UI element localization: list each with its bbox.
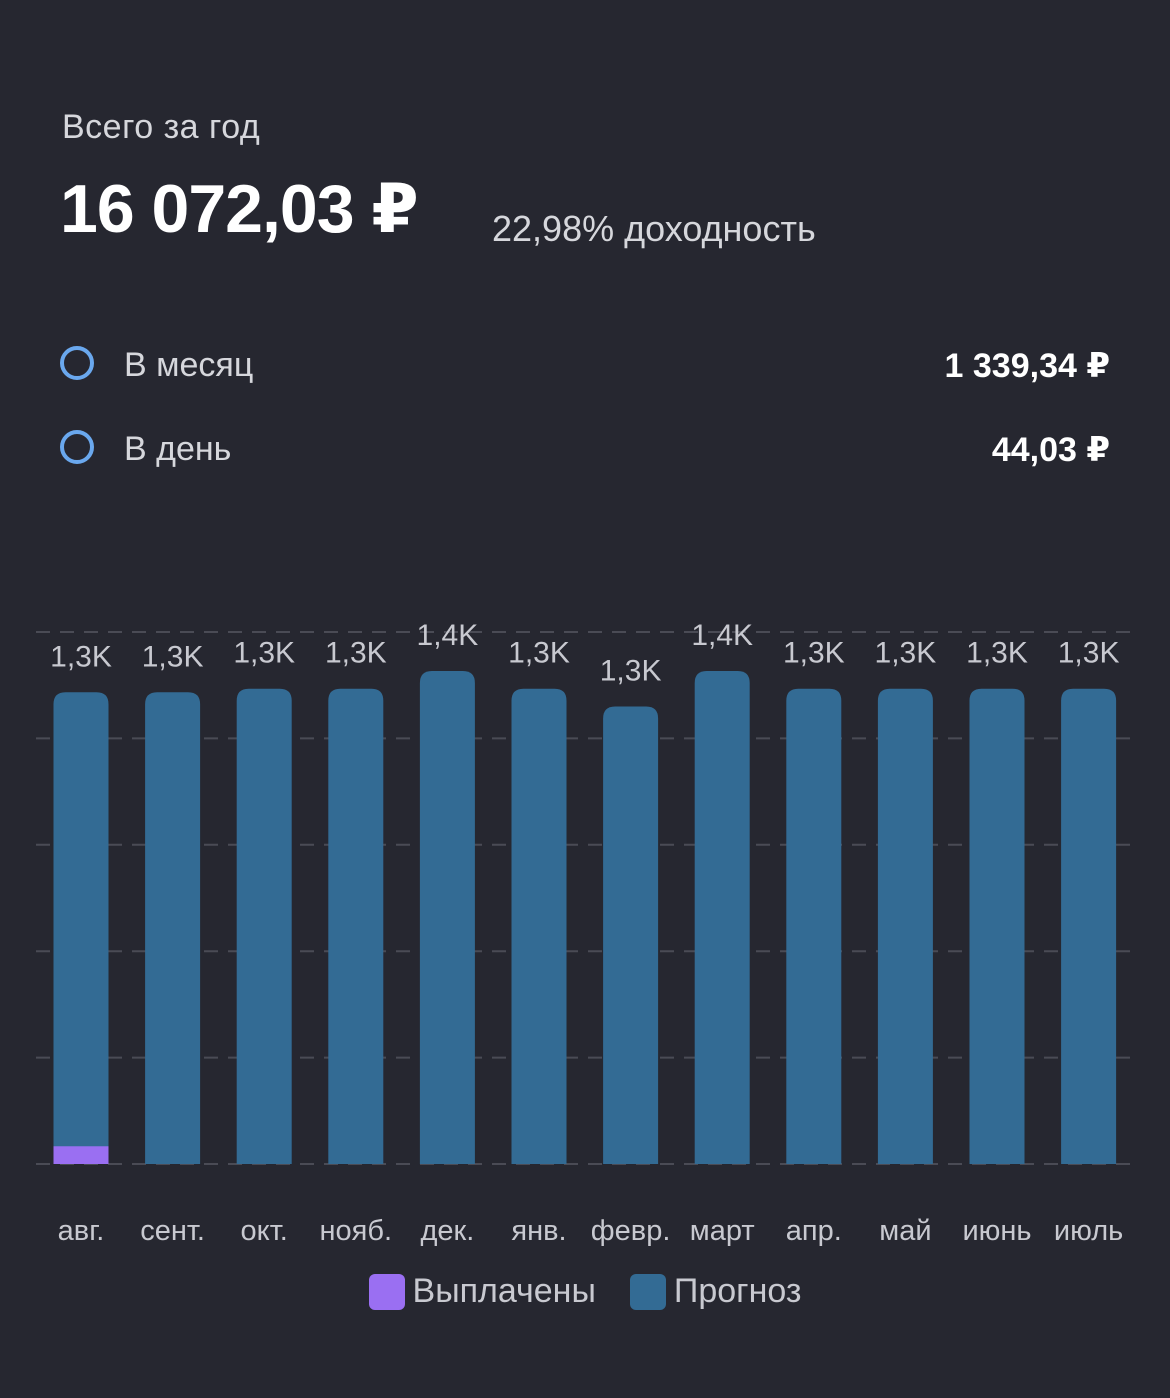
legend-label-forecast: Прогноз	[673, 1272, 802, 1310]
bar-forecast-0[interactable]	[53, 692, 109, 1164]
stat-label-month: В месяц	[124, 346, 254, 384]
bar-forecast-6[interactable]	[603, 706, 659, 1164]
period-label: Всего за год	[62, 108, 261, 146]
x-tick-label: июль	[1054, 1215, 1123, 1247]
stat-label-day: В день	[124, 430, 232, 468]
radio-day[interactable]	[60, 430, 94, 464]
bar-value-label: 1,3K	[50, 640, 112, 673]
bar-forecast-1[interactable]	[145, 692, 201, 1164]
bar-forecast-10[interactable]	[969, 688, 1025, 1164]
legend-swatch-paid	[368, 1273, 405, 1310]
x-tick-label: сент.	[140, 1215, 205, 1247]
chart-legend: Выплачены Прогноз	[0, 1272, 1170, 1311]
legend-swatch-forecast	[629, 1273, 666, 1310]
x-tick-label: июнь	[962, 1215, 1031, 1247]
x-tick-label: февр.	[591, 1215, 671, 1247]
stat-row-month[interactable]: В месяц 1 339,34 ₽	[60, 342, 1110, 392]
bar-value-label: 1,4K	[691, 619, 753, 652]
bar-value-label: 1,3K	[875, 637, 937, 670]
stat-value-month: 1 339,34 ₽	[944, 347, 1110, 385]
stat-row-day[interactable]: В день 44,03 ₽	[60, 426, 1110, 476]
radio-month[interactable]	[60, 346, 94, 380]
bar-forecast-11[interactable]	[1061, 688, 1117, 1164]
legend-label-paid: Выплачены	[412, 1272, 596, 1310]
bar-forecast-4[interactable]	[419, 671, 475, 1164]
x-tick-label: окт.	[241, 1215, 288, 1247]
bar-value-label: 1,3K	[508, 637, 570, 670]
bar-value-label: 1,3K	[1058, 637, 1120, 670]
legend-item-paid[interactable]: Выплачены	[368, 1272, 596, 1311]
bar-value-label: 1,3K	[783, 637, 845, 670]
stat-value-day: 44,03 ₽	[991, 431, 1110, 469]
x-tick-label: май	[879, 1215, 931, 1247]
bar-forecast-9[interactable]	[877, 688, 933, 1164]
legend-item-forecast[interactable]: Прогноз	[629, 1272, 802, 1311]
yield-percent: 22,98% доходность	[492, 208, 816, 249]
total-amount: 16 072,03 ₽	[60, 171, 419, 247]
x-tick-label: авг.	[58, 1215, 105, 1247]
bar-value-label: 1,3K	[600, 654, 662, 687]
x-tick-label: дек.	[421, 1215, 475, 1247]
x-tick-label: апр.	[786, 1215, 842, 1247]
x-tick-label: март	[690, 1215, 755, 1247]
x-tick-label: нояб.	[320, 1215, 393, 1247]
bar-forecast-3[interactable]	[328, 688, 384, 1164]
bar-paid-0[interactable]	[53, 1146, 109, 1164]
bar-forecast-7[interactable]	[694, 671, 750, 1164]
monthly-bar-chart: 1,3K авг. 1,3K сент. 1,3K окт. 1,3K нояб. 1,4K де…	[36, 619, 1130, 1247]
bar-forecast-5[interactable]	[511, 688, 567, 1164]
bar-forecast-8[interactable]	[786, 688, 842, 1164]
bar-value-label: 1,3K	[142, 640, 204, 673]
x-tick-label: янв.	[511, 1215, 566, 1247]
bar-value-label: 1,3K	[325, 637, 387, 670]
bar-value-label: 1,3K	[966, 637, 1028, 670]
bar-value-label: 1,3K	[233, 637, 295, 670]
bar-forecast-2[interactable]	[236, 688, 292, 1164]
bar-value-label: 1,4K	[417, 619, 479, 652]
